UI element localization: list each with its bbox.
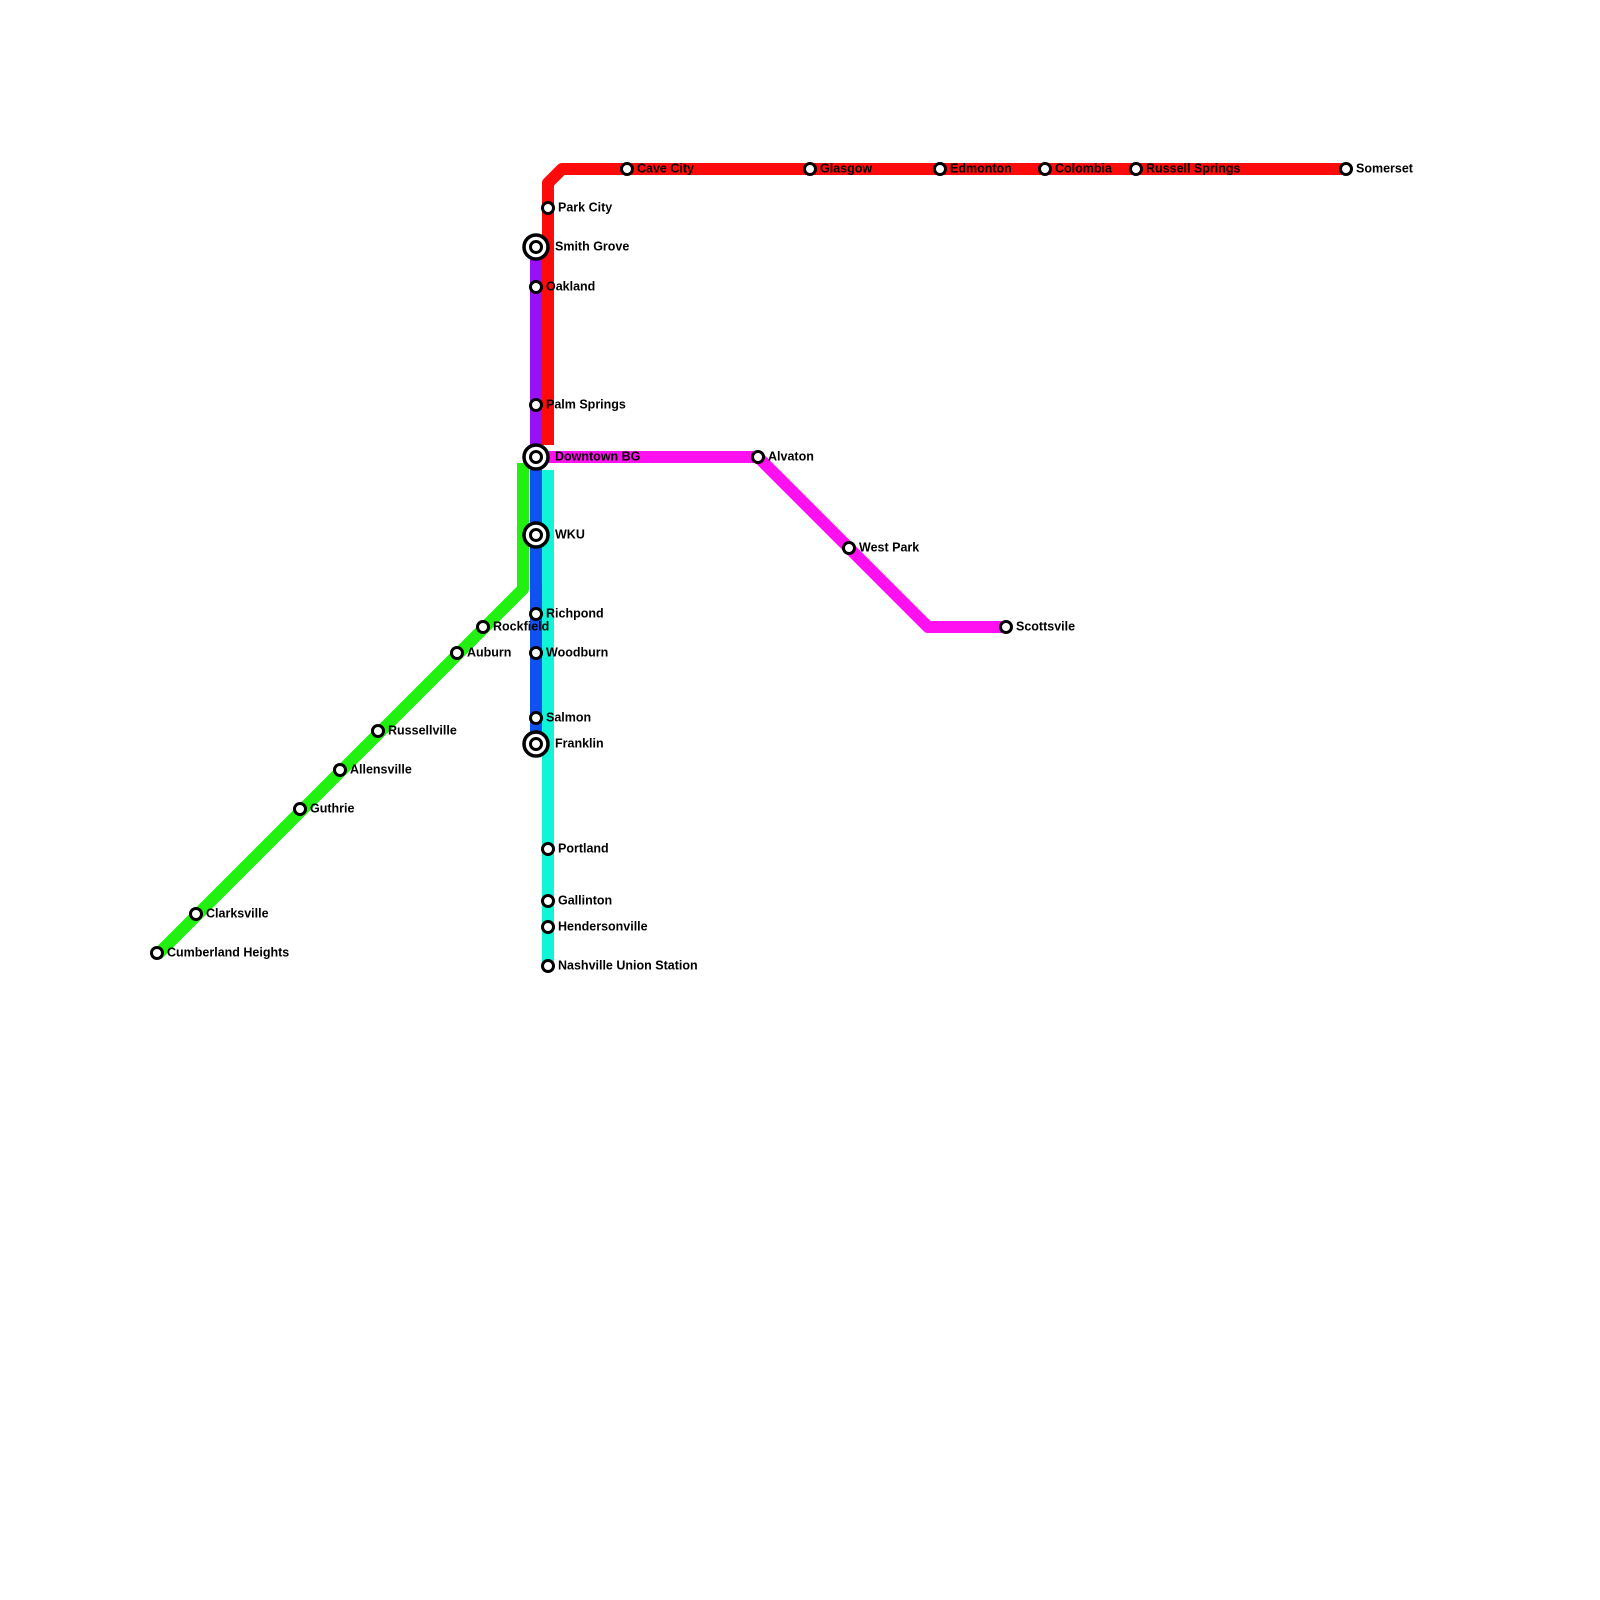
station-label: Russell Springs bbox=[1146, 161, 1241, 175]
red-line bbox=[542, 163, 1346, 445]
station-label: Cave City bbox=[637, 161, 694, 175]
station-marker bbox=[529, 280, 543, 294]
station-label: Cumberland Heights bbox=[167, 945, 289, 959]
magenta-line bbox=[548, 451, 1006, 633]
station-marker bbox=[529, 646, 543, 660]
station-label: Hendersonville bbox=[558, 919, 648, 933]
stations: Cave City Glasgow Edmonton Colombia Russell … bbox=[150, 161, 1414, 973]
station-label: Clarksville bbox=[206, 906, 269, 920]
station-marker bbox=[529, 711, 543, 725]
station-label: West Park bbox=[859, 540, 919, 554]
station-label: Park City bbox=[558, 200, 612, 214]
station-label: Salmon bbox=[546, 710, 591, 724]
station-label: Oakland bbox=[546, 279, 595, 293]
station-label: Auburn bbox=[467, 645, 511, 659]
station-marker bbox=[933, 162, 947, 176]
station-label: Franklin bbox=[555, 736, 604, 750]
station-marker bbox=[371, 724, 385, 738]
station-marker bbox=[541, 920, 555, 934]
station-marker bbox=[529, 240, 543, 254]
station-label: Richpond bbox=[546, 606, 604, 620]
station-marker bbox=[293, 802, 307, 816]
station-marker bbox=[450, 646, 464, 660]
station-marker bbox=[529, 607, 543, 621]
station-marker bbox=[529, 737, 543, 751]
station-label: Alvaton bbox=[768, 449, 814, 463]
station-label: Portland bbox=[558, 841, 609, 855]
green-line bbox=[152, 463, 529, 960]
station-marker bbox=[541, 894, 555, 908]
station-label: Downtown BG bbox=[555, 449, 640, 463]
station-marker bbox=[541, 842, 555, 856]
station-label: Smith Grove bbox=[555, 239, 629, 253]
station-marker bbox=[541, 959, 555, 973]
station-marker bbox=[476, 620, 490, 634]
station-label: Palm Springs bbox=[546, 397, 626, 411]
station-marker bbox=[150, 946, 164, 960]
station-marker bbox=[541, 201, 555, 215]
station-marker bbox=[999, 620, 1013, 634]
station-label: Somerset bbox=[1356, 161, 1414, 175]
station-marker bbox=[189, 907, 203, 921]
station-label: Gallinton bbox=[558, 893, 612, 907]
station-marker bbox=[529, 450, 543, 464]
station-label: Nashville Union Station bbox=[558, 958, 698, 972]
station-label: Woodburn bbox=[546, 645, 608, 659]
station-label: Rockfield bbox=[493, 619, 549, 633]
station-label: WKU bbox=[555, 527, 585, 541]
station-marker bbox=[842, 541, 856, 555]
station-label: Scottsvile bbox=[1016, 619, 1075, 633]
station-marker bbox=[803, 162, 817, 176]
station-marker bbox=[333, 763, 347, 777]
station-label: Guthrie bbox=[310, 801, 354, 815]
station-marker bbox=[529, 398, 543, 412]
station-marker bbox=[1038, 162, 1052, 176]
station-label: Russellville bbox=[388, 723, 457, 737]
station-marker bbox=[620, 162, 634, 176]
station-marker bbox=[529, 528, 543, 542]
station-label: Edmonton bbox=[950, 161, 1012, 175]
station-label: Allensville bbox=[350, 762, 412, 776]
station-marker bbox=[751, 450, 765, 464]
station-label: Colombia bbox=[1055, 161, 1113, 175]
station-marker bbox=[1129, 162, 1143, 176]
station-marker bbox=[1339, 162, 1353, 176]
station-label: Glasgow bbox=[820, 161, 872, 175]
